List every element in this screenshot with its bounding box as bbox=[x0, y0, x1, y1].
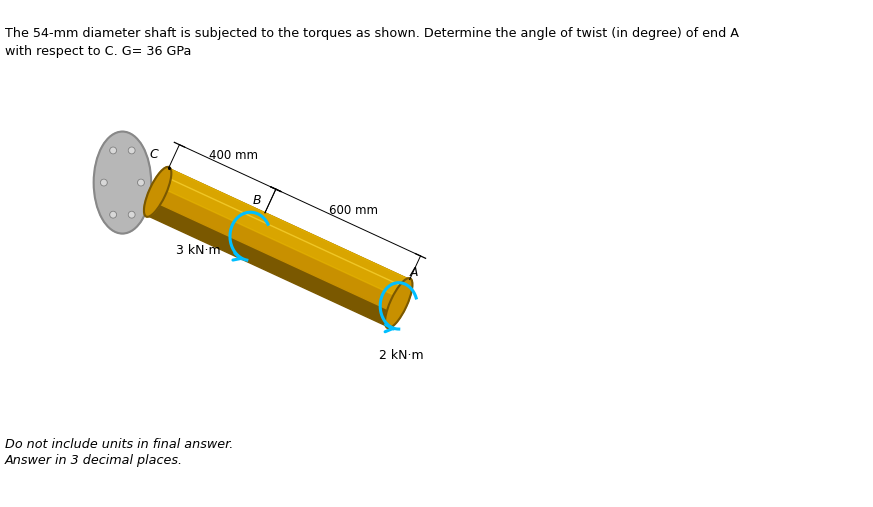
Circle shape bbox=[110, 147, 117, 154]
Polygon shape bbox=[160, 168, 409, 299]
Text: with respect to C. G= 36 GPa: with respect to C. G= 36 GPa bbox=[4, 45, 191, 58]
Ellipse shape bbox=[385, 278, 412, 328]
Text: 600 mm: 600 mm bbox=[329, 204, 378, 218]
Circle shape bbox=[100, 179, 107, 186]
Text: B: B bbox=[252, 194, 261, 207]
Circle shape bbox=[128, 211, 135, 218]
Polygon shape bbox=[154, 168, 409, 312]
Circle shape bbox=[110, 211, 117, 218]
Ellipse shape bbox=[93, 131, 151, 234]
Text: A: A bbox=[409, 266, 418, 279]
Circle shape bbox=[137, 179, 144, 186]
Text: 3 kN·m: 3 kN·m bbox=[176, 244, 221, 257]
Ellipse shape bbox=[144, 167, 171, 217]
Text: The 54-mm diameter shaft is subjected to the torques as shown. Determine the ang: The 54-mm diameter shaft is subjected to… bbox=[4, 27, 739, 40]
Text: 400 mm: 400 mm bbox=[209, 149, 258, 162]
Polygon shape bbox=[147, 168, 409, 327]
Circle shape bbox=[128, 147, 135, 154]
Text: Answer in 3 decimal places.: Answer in 3 decimal places. bbox=[4, 454, 182, 467]
Text: C: C bbox=[149, 148, 158, 161]
Text: Do not include units in final answer.: Do not include units in final answer. bbox=[4, 438, 233, 451]
Text: 2 kN·m: 2 kN·m bbox=[379, 349, 423, 363]
